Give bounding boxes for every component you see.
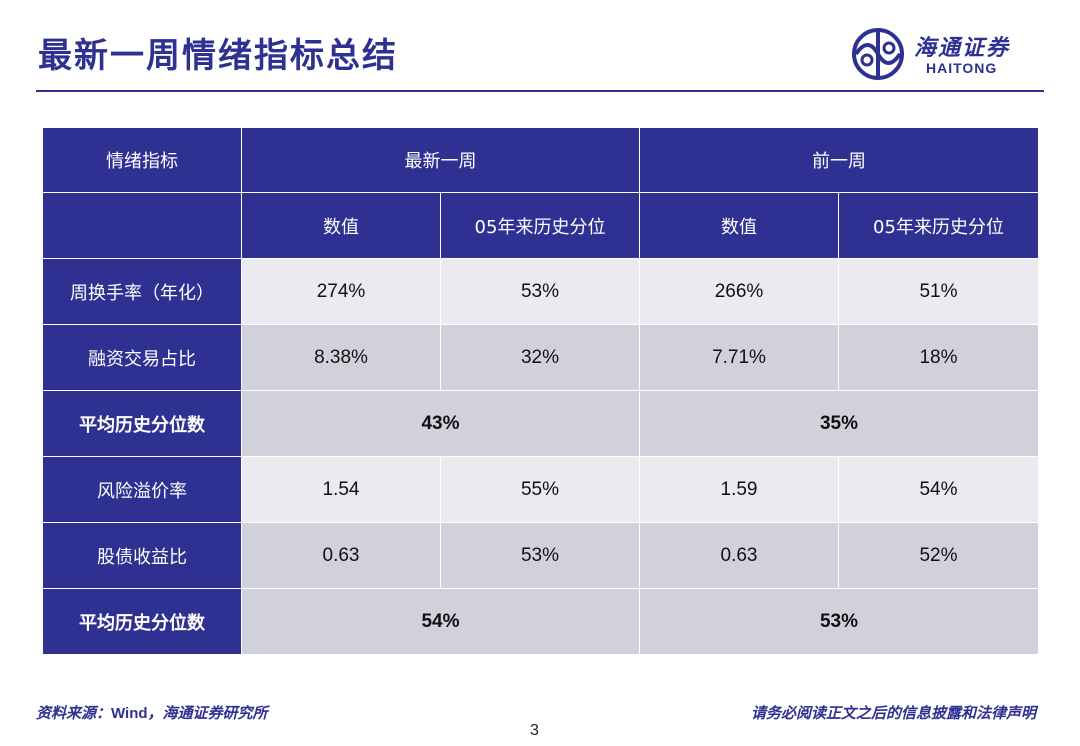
- source-prefix: 资料来源：: [36, 704, 112, 722]
- latest-value-cell: 8.38%: [241, 324, 441, 391]
- latest-percentile-cell: 53%: [440, 522, 640, 589]
- average-label: 平均历史分位数: [42, 588, 242, 655]
- table-header-row: 情绪指标 最新一周 前一周: [42, 127, 1039, 193]
- subheader-prev-percentile: 05年来历史分位: [838, 192, 1039, 259]
- row-label: 股债收益比: [42, 522, 242, 589]
- latest-value-cell: 274%: [241, 258, 441, 325]
- page-number: 3: [530, 722, 539, 739]
- latest-percentile-cell: 55%: [440, 456, 640, 523]
- latest-percentile-cell: 53%: [440, 258, 640, 325]
- table-row: 股债收益比 0.63 53% 0.63 52%: [42, 522, 1039, 589]
- logo-text-en: HAITONG: [926, 60, 998, 76]
- legal-disclaimer: 请务必阅读正文之后的信息披露和法律声明: [750, 704, 1036, 722]
- latest-value-cell: 1.54: [241, 456, 441, 523]
- prev-value-cell: 266%: [639, 258, 839, 325]
- prev-value-cell: 0.63: [639, 522, 839, 589]
- subheader-prev-value: 数值: [639, 192, 839, 259]
- row-label: 风险溢价率: [42, 456, 242, 523]
- header-latest-week: 最新一周: [241, 127, 640, 193]
- source-wind: Wind: [111, 705, 148, 722]
- page-title: 最新一周情绪指标总结: [38, 36, 398, 76]
- table-row: 周换手率（年化） 274% 53% 266% 51%: [42, 258, 1039, 325]
- average-row: 平均历史分位数 43% 35%: [42, 390, 1039, 457]
- haitong-emblem-icon: [852, 28, 904, 80]
- average-row: 平均历史分位数 54% 53%: [42, 588, 1039, 655]
- prev-percentile-cell: 18%: [838, 324, 1039, 391]
- prev-percentile-cell: 52%: [838, 522, 1039, 589]
- prev-percentile-cell: 51%: [838, 258, 1039, 325]
- subheader-blank: [42, 192, 242, 259]
- header-previous-week: 前一周: [639, 127, 1039, 193]
- prev-average-cell: 53%: [639, 588, 1039, 655]
- latest-average-cell: 43%: [241, 390, 640, 457]
- subheader-latest-value: 数值: [241, 192, 441, 259]
- prev-average-cell: 35%: [639, 390, 1039, 457]
- title-divider: [36, 90, 1044, 92]
- prev-percentile-cell: 54%: [838, 456, 1039, 523]
- data-source-note: 资料来源：Wind，海通证券研究所: [36, 702, 268, 723]
- row-label: 周换手率（年化）: [42, 258, 242, 325]
- subheader-latest-percentile: 05年来历史分位: [440, 192, 640, 259]
- logo-text-cn: 海通证券: [914, 35, 1011, 61]
- prev-value-cell: 1.59: [639, 456, 839, 523]
- latest-value-cell: 0.63: [241, 522, 441, 589]
- latest-average-cell: 54%: [241, 588, 640, 655]
- haitong-logo: 海通证券 HAITONG: [848, 26, 1048, 86]
- row-label: 融资交易占比: [42, 324, 242, 391]
- latest-percentile-cell: 32%: [440, 324, 640, 391]
- prev-value-cell: 7.71%: [639, 324, 839, 391]
- header-indicator: 情绪指标: [42, 127, 242, 193]
- source-suffix: ，海通证券研究所: [147, 704, 268, 722]
- average-label: 平均历史分位数: [42, 390, 242, 457]
- table-row: 融资交易占比 8.38% 32% 7.71% 18%: [42, 324, 1039, 391]
- table-subheader-row: 数值 05年来历史分位 数值 05年来历史分位: [42, 192, 1039, 259]
- sentiment-table: 情绪指标 最新一周 前一周 数值 05年来历史分位 数值 05年来历史分位 周换…: [42, 127, 1039, 655]
- table-row: 风险溢价率 1.54 55% 1.59 54%: [42, 456, 1039, 523]
